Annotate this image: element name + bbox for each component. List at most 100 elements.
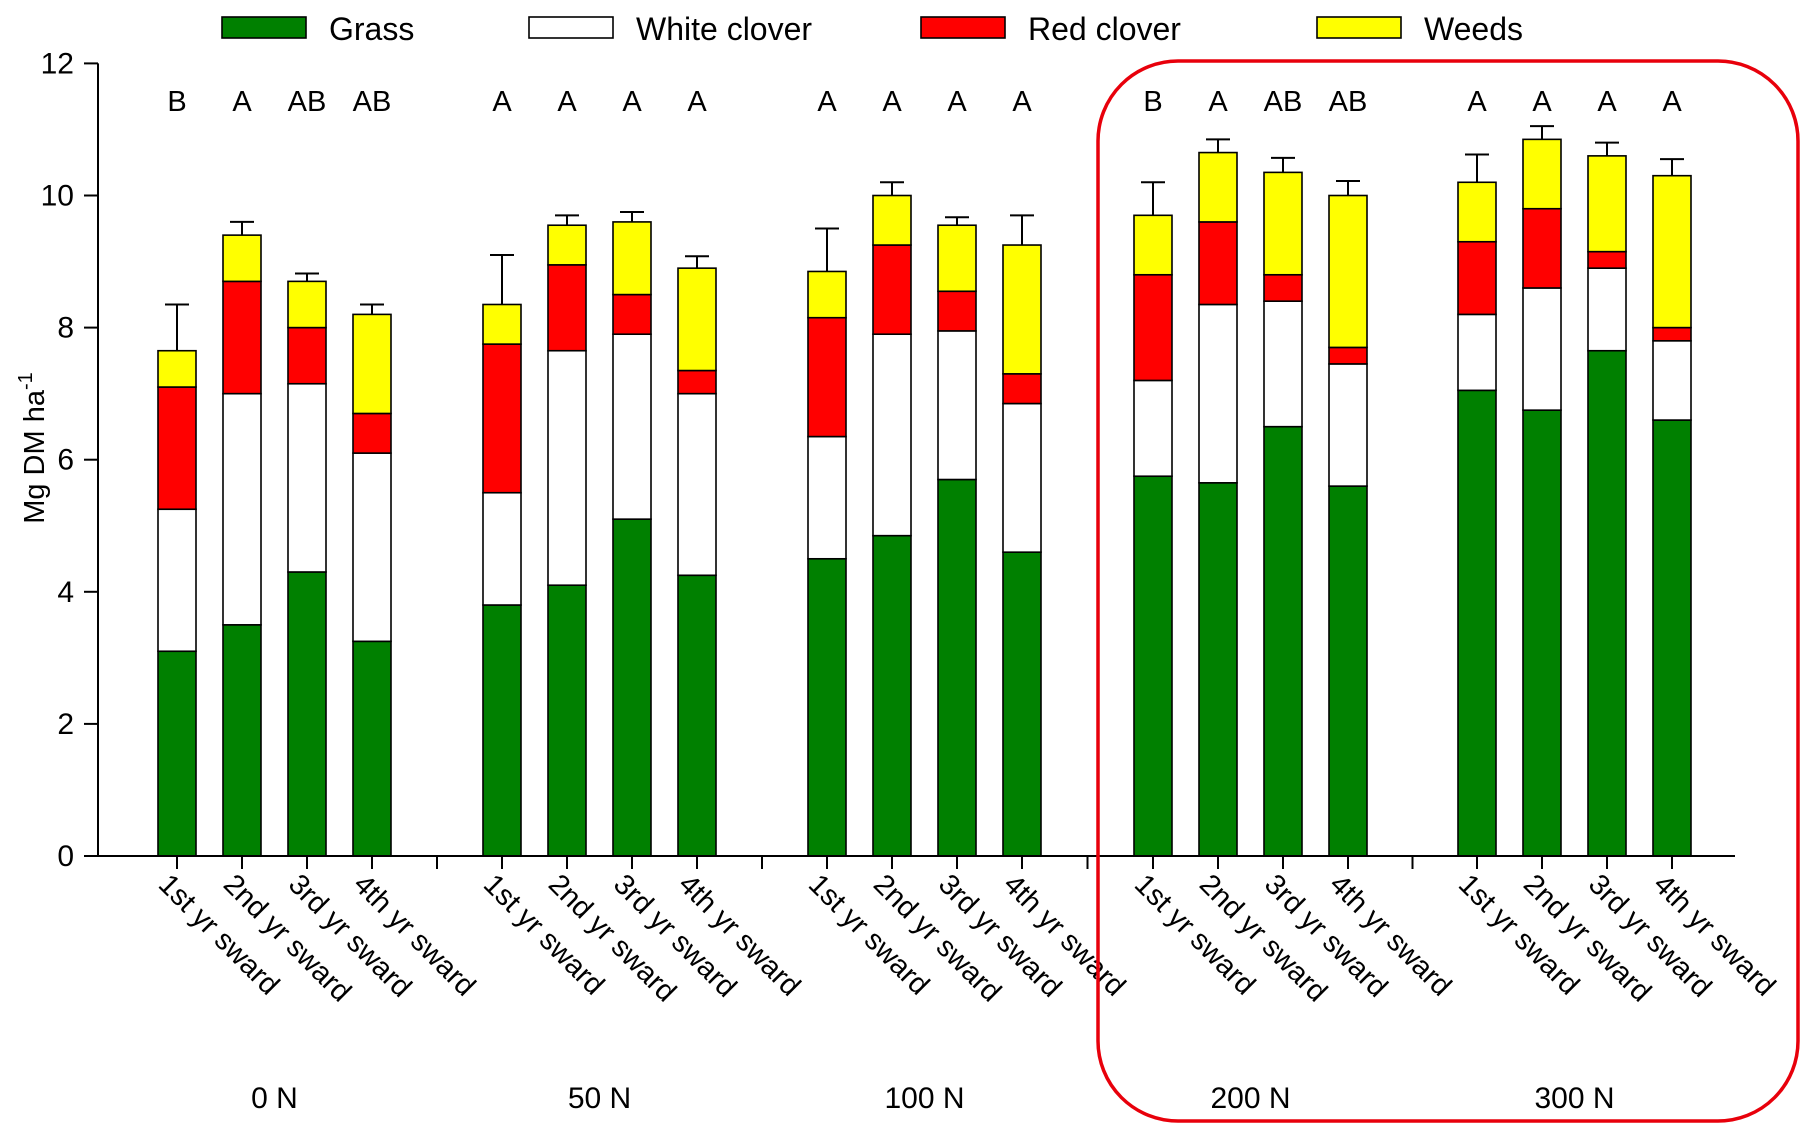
bar-segment-weeds bbox=[1002, 244, 1042, 375]
bar-segment-red-clover bbox=[1133, 273, 1173, 382]
significance-letter: A bbox=[1597, 86, 1617, 118]
bar-segment-red-clover bbox=[157, 386, 197, 511]
legend-label: Weeds bbox=[1424, 11, 1523, 47]
significance-letter: A bbox=[947, 86, 967, 118]
bar-segment-red-clover bbox=[1198, 221, 1238, 306]
bar-segment-white-clover bbox=[352, 452, 392, 643]
significance-letter: A bbox=[882, 86, 902, 118]
group-label: 300 N bbox=[1534, 1082, 1614, 1115]
bar-segment-red-clover bbox=[1002, 373, 1042, 405]
significance-letter: A bbox=[687, 86, 707, 118]
bar-segment-weeds bbox=[1522, 138, 1562, 210]
bar-segment-white-clover bbox=[1133, 379, 1173, 478]
bar-segment-red-clover bbox=[1457, 240, 1497, 316]
bar-segment-white-clover bbox=[1263, 300, 1303, 428]
bar-segment-white-clover bbox=[547, 349, 587, 586]
bar-segment-grass bbox=[222, 624, 262, 857]
bar-segment-red-clover bbox=[287, 326, 327, 385]
significance-letter: AB bbox=[288, 86, 327, 118]
significance-letter: A bbox=[232, 86, 252, 118]
bar-segment-grass bbox=[677, 574, 717, 857]
significance-letter: A bbox=[1012, 86, 1032, 118]
bar-segment-grass bbox=[612, 518, 652, 857]
y-tick-label: 0 bbox=[57, 840, 74, 873]
bar-segment-weeds bbox=[1457, 181, 1497, 243]
bar-segment-white-clover bbox=[1328, 363, 1368, 487]
bar-segment-grass bbox=[1652, 419, 1692, 857]
bar-segment-weeds bbox=[1263, 171, 1303, 276]
bar-segment-red-clover bbox=[1328, 346, 1368, 365]
bar-segment-grass bbox=[287, 571, 327, 857]
significance-letter: B bbox=[167, 86, 186, 118]
bar-segment-grass bbox=[1263, 425, 1303, 857]
y-tick-label: 2 bbox=[57, 708, 74, 741]
significance-letter: A bbox=[622, 86, 642, 118]
bar-segment-weeds bbox=[1198, 151, 1238, 223]
bar-segment-weeds bbox=[1133, 214, 1173, 276]
significance-letter: B bbox=[1143, 86, 1162, 118]
bar-segment-white-clover bbox=[1457, 313, 1497, 392]
y-tick-label: 10 bbox=[41, 180, 74, 213]
bar-segment-weeds bbox=[807, 270, 847, 319]
bar-segment-grass bbox=[872, 534, 912, 857]
significance-letter: A bbox=[1467, 86, 1487, 118]
group-label: 100 N bbox=[884, 1082, 964, 1115]
legend-swatch bbox=[920, 16, 1006, 39]
bar-segment-grass bbox=[157, 650, 197, 857]
bar-segment-grass bbox=[1587, 349, 1627, 857]
bar-segment-red-clover bbox=[937, 290, 977, 332]
bar-segment-red-clover bbox=[1522, 207, 1562, 289]
bar-segment-weeds bbox=[1652, 174, 1692, 329]
significance-letter: A bbox=[817, 86, 837, 118]
bar-segment-red-clover bbox=[222, 280, 262, 395]
significance-letter: A bbox=[1662, 86, 1682, 118]
significance-letter: A bbox=[492, 86, 512, 118]
bar-segment-red-clover bbox=[482, 343, 522, 494]
bar-segment-grass bbox=[352, 640, 392, 857]
significance-letter: A bbox=[1208, 86, 1228, 118]
legend: Grass White clover Red clover Weeds bbox=[221, 11, 1523, 47]
legend-swatch bbox=[221, 16, 307, 39]
y-axis: 0 2 4 6 8 10 12 Mg DM ha-1 bbox=[15, 47, 99, 873]
y-axis-label-text: Mg DM ha bbox=[19, 389, 51, 524]
bar-segment-white-clover bbox=[1652, 340, 1692, 421]
legend-label: Grass bbox=[329, 11, 414, 47]
bar-segment-grass bbox=[937, 478, 977, 857]
bar-segment-weeds bbox=[222, 234, 262, 283]
significance-letter: A bbox=[557, 86, 577, 118]
significance-letter: A bbox=[1532, 86, 1552, 118]
significance-letter: AB bbox=[1264, 86, 1303, 118]
y-axis-label-superscript: -1 bbox=[15, 372, 37, 390]
annotations: B A AB AB A A A A A A A A B A AB AB A A A A bbox=[167, 59, 1800, 1123]
bar-segment-white-clover bbox=[1522, 287, 1562, 411]
bar-segment-white-clover bbox=[1587, 267, 1627, 352]
bar-segment-weeds bbox=[872, 194, 912, 246]
y-tick-label: 12 bbox=[41, 47, 74, 80]
significance-letter: AB bbox=[1329, 86, 1368, 118]
bar-segment-weeds bbox=[937, 224, 977, 293]
bar-segment-white-clover bbox=[872, 333, 912, 537]
bar-segment-white-clover bbox=[937, 330, 977, 481]
bar-segment-weeds bbox=[352, 313, 392, 415]
bar-segment-red-clover bbox=[612, 293, 652, 336]
y-tick-label: 4 bbox=[57, 576, 74, 609]
bar-segment-grass bbox=[482, 604, 522, 857]
bar-segment-white-clover bbox=[807, 435, 847, 560]
bar-segment-weeds bbox=[157, 349, 197, 388]
bar-segment-red-clover bbox=[807, 316, 847, 438]
bar-segment-grass bbox=[547, 584, 587, 857]
bar-segment-white-clover bbox=[1002, 402, 1042, 553]
bar-segment-weeds bbox=[1587, 155, 1627, 253]
bar-segment-red-clover bbox=[677, 369, 717, 395]
legend-swatch bbox=[1316, 16, 1402, 39]
bar-segment-weeds bbox=[547, 224, 587, 266]
group-label: 50 N bbox=[568, 1082, 631, 1115]
bar-segment-red-clover bbox=[352, 412, 392, 454]
bar-segment-grass bbox=[1002, 551, 1042, 857]
legend-swatch bbox=[528, 16, 614, 39]
legend-label: Red clover bbox=[1028, 11, 1181, 47]
bar-segment-grass bbox=[1328, 485, 1368, 857]
bar-segment-weeds bbox=[1328, 194, 1368, 349]
